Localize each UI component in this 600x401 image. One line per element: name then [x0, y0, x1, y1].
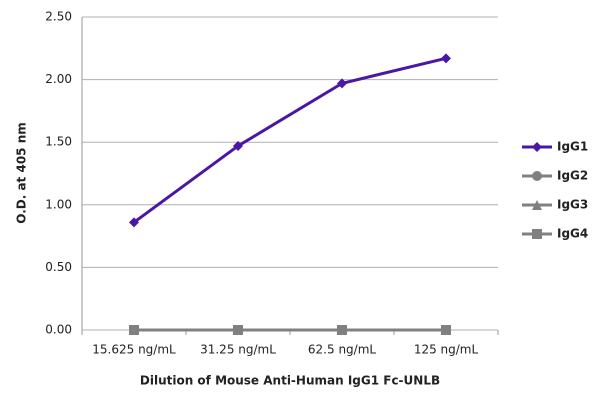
legend-label: IgG3 [557, 198, 588, 212]
data-point [441, 53, 451, 64]
data-point [233, 325, 243, 335]
y-tick-label: 1.00 [45, 197, 72, 211]
data-point [337, 325, 347, 335]
legend-label: IgG4 [557, 227, 588, 241]
legend-marker [532, 142, 542, 152]
x-axis-label: Dilution of Mouse Anti-Human IgG1 Fc-UNL… [140, 374, 440, 388]
y-tick-label: 2.00 [45, 72, 72, 86]
y-tick-label: 0.50 [45, 260, 72, 274]
data-point [337, 78, 347, 89]
data-point [129, 217, 139, 228]
y-tick-label: 2.50 [45, 10, 72, 24]
series-line [133, 56, 447, 224]
x-tick-label: 62.5 ng/mL [308, 343, 376, 357]
x-tick-label: 125 ng/mL [414, 343, 479, 357]
legend-marker [532, 229, 542, 239]
y-tick-label: 0.00 [45, 323, 72, 337]
legend-marker [532, 200, 542, 210]
y-tick-label: 1.50 [45, 135, 72, 149]
x-tick-label: 15.625 ng/mL [92, 343, 176, 357]
y-axis-label: O.D. at 405 nm [15, 122, 29, 223]
data-point [441, 325, 451, 335]
legend-label: IgG2 [557, 169, 588, 183]
data-point [233, 140, 243, 151]
data-point [129, 325, 139, 335]
legend-marker [532, 171, 542, 181]
x-tick-label: 31.25 ng/mL [200, 343, 276, 357]
legend-label: IgG1 [557, 140, 588, 154]
